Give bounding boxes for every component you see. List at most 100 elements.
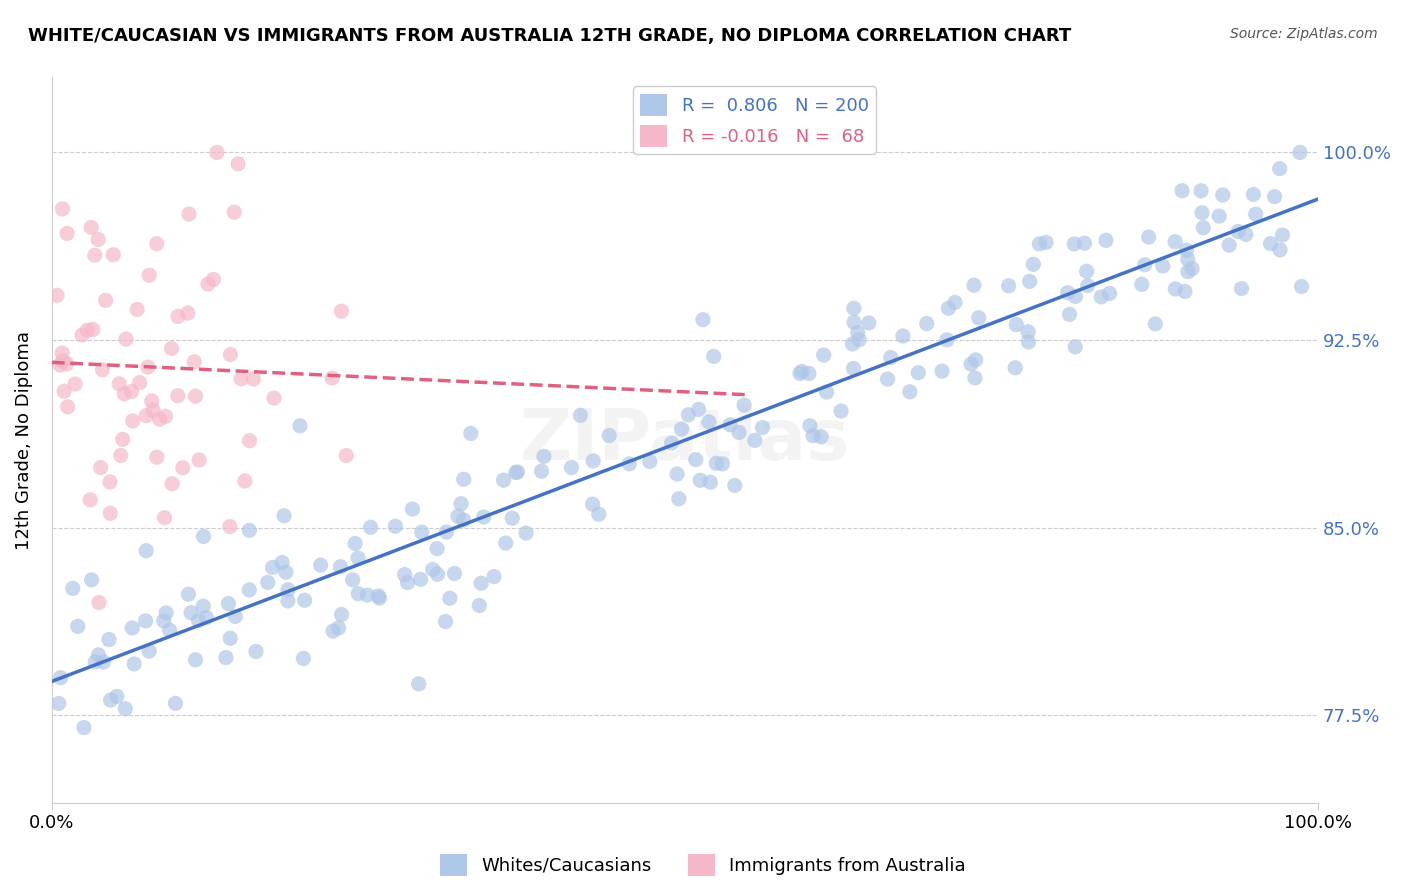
Point [1260,236,1282,251]
Point [1268,243,1291,257]
Point [1035,235,1057,250]
Point [80,220,103,235]
Point [501,511,523,525]
Point [1073,236,1095,251]
Point [1241,187,1264,202]
Point [165,697,187,711]
Point [49,671,72,685]
Point [733,398,755,412]
Point [153,614,176,628]
Point [184,389,207,403]
Point [177,587,200,601]
Point [704,456,727,470]
Point [453,472,475,486]
Point [482,569,505,583]
Point [697,415,720,429]
Point [62,582,84,596]
Point [166,389,188,403]
Point [233,474,256,488]
Point [56,400,79,414]
Point [935,333,957,347]
Point [218,519,240,533]
Point [52,353,75,368]
Point [335,449,357,463]
Point [533,450,555,464]
Point [122,657,145,671]
Point [666,467,689,481]
Point [1056,285,1078,300]
Point [217,597,239,611]
Point [159,624,181,638]
Point [907,366,929,380]
Point [238,434,260,448]
Point [1144,317,1167,331]
Point [367,589,389,603]
Point [100,693,122,707]
Point [1291,279,1313,293]
Point [82,322,104,336]
Point [1289,145,1312,160]
Point [205,145,228,160]
Point [146,450,169,465]
Point [598,428,620,442]
Point [226,157,249,171]
Point [588,507,610,521]
Point [1077,278,1099,293]
Point [256,575,278,590]
Point [330,304,353,318]
Point [898,384,921,399]
Point [292,651,315,665]
Point [1005,318,1028,332]
Point [219,347,242,361]
Point [128,376,150,390]
Point [138,268,160,283]
Point [1244,207,1267,221]
Point [1177,252,1199,267]
Point [813,348,835,362]
Text: Source: ZipAtlas.com: Source: ZipAtlas.com [1230,27,1378,41]
Point [468,599,491,613]
Point [83,248,105,262]
Point [55,357,77,371]
Point [322,624,344,638]
Point [1017,325,1039,339]
Point [121,621,143,635]
Point [439,591,461,606]
Point [288,418,311,433]
Point [718,417,741,432]
Point [1059,307,1081,321]
Point [98,475,121,489]
Point [70,328,93,343]
Point [453,513,475,527]
Point [1192,220,1215,235]
Point [219,632,242,646]
Point [703,350,725,364]
Point [997,278,1019,293]
Point [1268,161,1291,176]
Point [799,418,821,433]
Point [121,414,143,428]
Point [309,558,332,573]
Point [1208,209,1230,223]
Point [134,614,156,628]
Point [408,677,430,691]
Point [470,576,492,591]
Point [505,466,527,480]
Point [810,430,832,444]
Point [530,464,553,478]
Legend: Whites/Caucasians, Immigrants from Australia: Whites/Caucasians, Immigrants from Austr… [433,847,973,883]
Point [135,409,157,423]
Legend: R =  0.806   N = 200, R = -0.016   N =  68: R = 0.806 N = 200, R = -0.016 N = 68 [633,87,876,154]
Point [1004,360,1026,375]
Point [582,454,605,468]
Point [115,332,138,346]
Point [112,386,135,401]
Point [321,371,343,385]
Point [188,453,211,467]
Point [1098,286,1121,301]
Point [443,566,465,581]
Point [880,351,903,365]
Point [1212,188,1234,202]
Point [1018,275,1040,289]
Point [277,582,299,597]
